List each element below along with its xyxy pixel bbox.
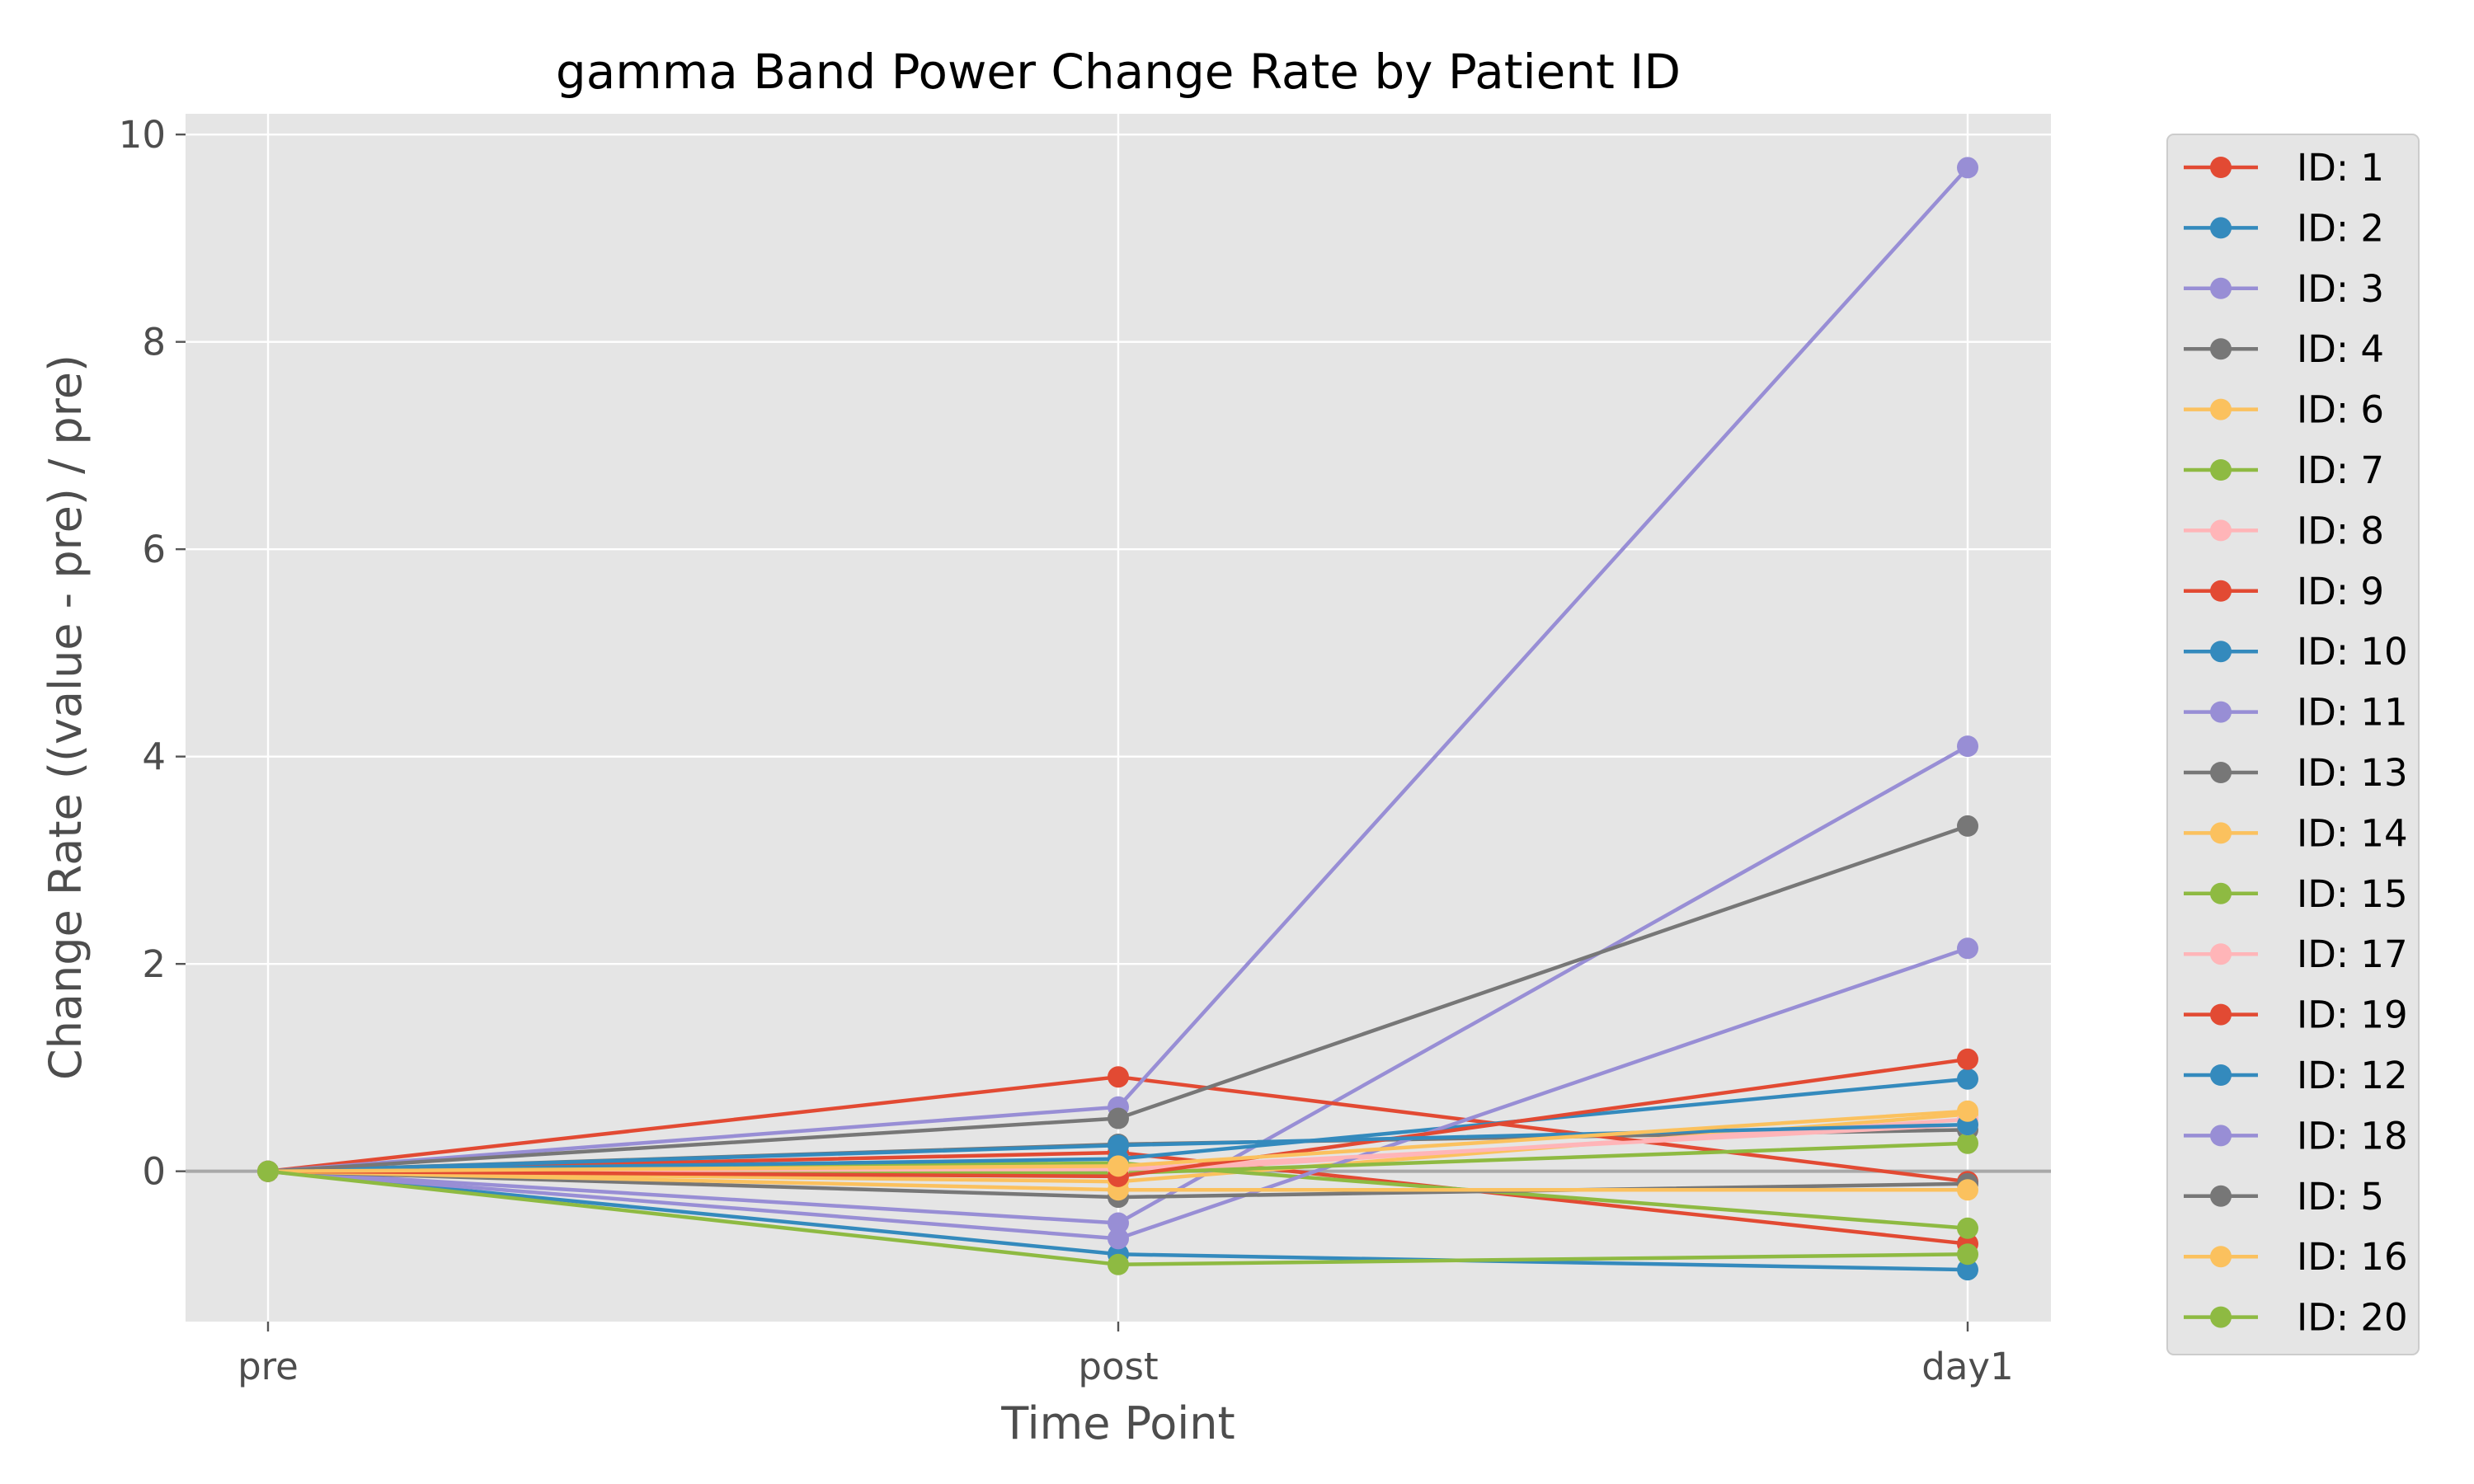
- legend-label: ID: 16: [2297, 1235, 2408, 1279]
- legend-marker: [2210, 1185, 2232, 1207]
- legend-label: ID: 13: [2297, 751, 2408, 795]
- legend-marker: [2210, 1246, 2232, 1268]
- x-axis-ticks: pre post day1: [238, 1322, 2014, 1388]
- x-tick-label: pre: [238, 1345, 299, 1388]
- y-tick-label: 4: [142, 735, 166, 779]
- legend-marker: [2210, 882, 2232, 904]
- data-point: [1108, 1212, 1129, 1234]
- legend-marker: [2210, 943, 2232, 965]
- data-point: [1957, 1068, 1978, 1090]
- legend-label: ID: 17: [2297, 932, 2408, 976]
- legend-label: ID: 7: [2297, 448, 2384, 492]
- legend-frame: [2166, 134, 2420, 1355]
- data-point: [1957, 1048, 1978, 1070]
- y-axis-ticks: 0 2 4 6 8 10: [119, 113, 186, 1194]
- legend-label: ID: 18: [2297, 1114, 2408, 1158]
- legend-label: ID: 12: [2297, 1054, 2408, 1097]
- y-tick-label: 10: [119, 113, 166, 157]
- legend-marker: [2210, 641, 2232, 663]
- legend-label: ID: 20: [2297, 1296, 2408, 1340]
- series-points: [257, 157, 1978, 1281]
- y-tick-label: 6: [142, 528, 166, 571]
- legend-label: ID: 2: [2297, 206, 2384, 250]
- data-point: [1108, 1155, 1129, 1177]
- y-tick-label: 2: [142, 942, 166, 986]
- legend-label: ID: 1: [2297, 146, 2384, 190]
- data-point: [1108, 1107, 1129, 1129]
- legend-label: ID: 11: [2297, 691, 2408, 735]
- legend-label: ID: 10: [2297, 630, 2408, 674]
- legend-label: ID: 9: [2297, 570, 2384, 613]
- legend-marker: [2210, 338, 2232, 360]
- legend-label: ID: 14: [2297, 811, 2408, 855]
- legend-marker: [2210, 1306, 2232, 1328]
- x-tick-label: post: [1078, 1345, 1158, 1388]
- legend-marker: [2210, 762, 2232, 783]
- legend-marker: [2210, 157, 2232, 178]
- legend: ID: 1 ID: 2 ID: 3 ID: 4 ID: 6 ID: 7 ID: 8 ID: 9…: [2166, 134, 2420, 1355]
- legend-label: ID: 19: [2297, 993, 2408, 1037]
- data-point: [1957, 157, 1978, 179]
- legend-marker: [2210, 1003, 2232, 1026]
- legend-label: ID: 3: [2297, 267, 2384, 311]
- legend-label: ID: 4: [2297, 327, 2384, 371]
- data-point: [1957, 1100, 1978, 1122]
- data-point: [1957, 1217, 1978, 1239]
- data-point: [1957, 1132, 1978, 1154]
- legend-label: ID: 5: [2297, 1175, 2384, 1219]
- data-point: [1957, 1243, 1978, 1266]
- data-point: [1957, 735, 1978, 758]
- legend-marker: [2210, 398, 2232, 420]
- legend-marker: [2210, 701, 2232, 723]
- data-point: [1108, 1066, 1129, 1088]
- legend-marker: [2210, 1125, 2232, 1147]
- legend-label: ID: 6: [2297, 388, 2384, 432]
- data-point: [257, 1160, 279, 1182]
- legend-marker: [2210, 519, 2232, 542]
- x-tick-label: day1: [1921, 1345, 2013, 1388]
- legend-marker: [2210, 217, 2232, 239]
- data-point: [1108, 1228, 1129, 1250]
- legend-label: ID: 8: [2297, 509, 2384, 552]
- legend-marker: [2210, 822, 2232, 844]
- y-axis-label: Change Rate ((value - pre) / pre): [40, 355, 92, 1080]
- data-point: [1957, 1179, 1978, 1201]
- data-point: [1957, 815, 1978, 837]
- y-tick-label: 0: [142, 1150, 166, 1194]
- data-point: [1108, 1134, 1129, 1157]
- legend-marker: [2210, 1064, 2232, 1086]
- data-point: [1957, 1259, 1978, 1281]
- legend-marker: [2210, 277, 2232, 299]
- chart-title: gamma Band Power Change Rate by Patient …: [556, 44, 1681, 100]
- legend-label: ID: 15: [2297, 872, 2408, 916]
- data-point: [1957, 937, 1978, 960]
- legend-marker: [2210, 580, 2232, 602]
- data-point: [1108, 1253, 1129, 1275]
- legend-marker: [2210, 459, 2232, 481]
- y-tick-label: 8: [142, 321, 166, 364]
- x-axis-label: Time Point: [1000, 1397, 1235, 1449]
